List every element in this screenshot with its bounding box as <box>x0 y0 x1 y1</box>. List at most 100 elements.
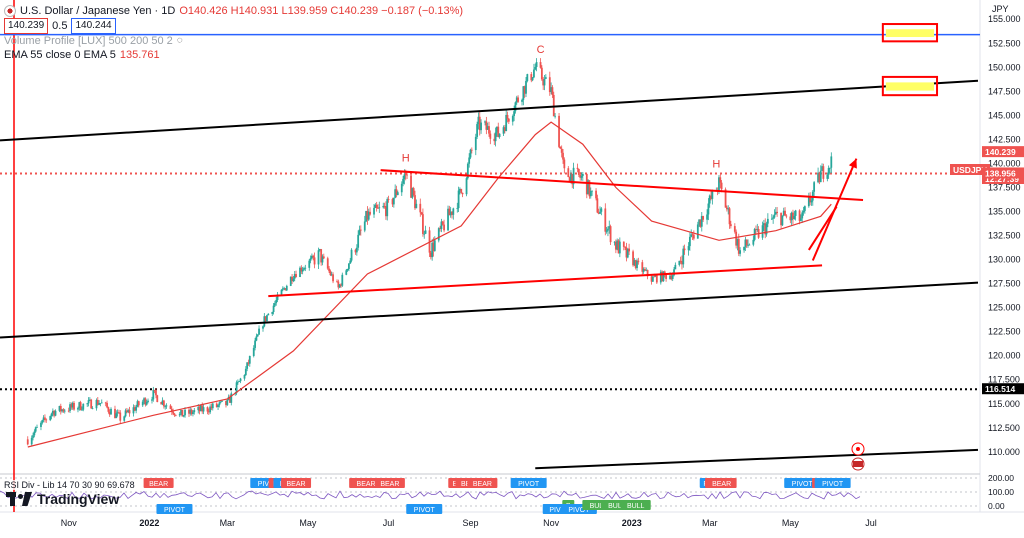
volume-profile-row[interactable]: Volume Profile [LUX] 500 200 50 2 ◌ <box>4 34 463 48</box>
candle-body <box>470 149 473 151</box>
sell-price-button[interactable]: 140.239 <box>4 18 49 34</box>
rsi-signal-label: PIVOT <box>414 507 436 514</box>
candle-body <box>785 215 788 217</box>
bid-ask-row: 140.239 0.5 140.244 <box>4 18 463 34</box>
candle-body <box>477 116 480 125</box>
candle-body <box>143 398 145 402</box>
candle-body <box>78 402 81 408</box>
candle-body <box>77 407 79 410</box>
candle-body <box>452 208 455 215</box>
ema-label: EMA 55 close 0 EMA 5 <box>4 49 116 61</box>
candle-body <box>607 228 609 231</box>
candle-body <box>348 263 350 269</box>
candle-body <box>61 409 64 412</box>
candle-body <box>441 221 444 225</box>
candle-body <box>813 182 816 192</box>
rsi-legend[interactable]: RSI Div - Lib 14 70 30 90 69.678 <box>4 480 135 490</box>
candle-body <box>73 402 75 410</box>
candle-body <box>410 175 412 198</box>
candle-body <box>238 381 241 382</box>
rsi-tick-label: 200.00 <box>988 473 1014 483</box>
candle-body <box>41 420 44 423</box>
candle-body <box>511 116 514 122</box>
candle-body <box>474 136 477 151</box>
candle-body <box>320 249 323 263</box>
candle-body <box>254 340 256 348</box>
candle-body <box>355 247 358 253</box>
candle-body <box>729 224 732 227</box>
candle-body <box>332 274 334 282</box>
candle-body <box>752 239 755 245</box>
ema-row[interactable]: EMA 55 close 0 EMA 5 135.761 <box>4 48 463 62</box>
candle-body <box>207 411 210 413</box>
eye-icon[interactable]: ◌ <box>176 35 183 46</box>
candle-body <box>727 208 730 210</box>
candle-body <box>539 62 542 68</box>
candle-body <box>457 190 460 209</box>
candle-body <box>363 221 366 231</box>
rsi-signal-badge <box>467 478 498 488</box>
candle-body <box>193 410 196 413</box>
candle-body <box>174 414 177 416</box>
candle-body <box>618 241 621 254</box>
candle-body <box>776 211 779 214</box>
x-tick-label: May <box>782 518 800 528</box>
candle-body <box>210 406 213 409</box>
candle-body <box>394 189 397 198</box>
symbol-title[interactable]: U.S. Dollar / Japanese Yen · 1D <box>20 5 176 17</box>
candle-body <box>346 268 349 271</box>
candle-body <box>706 214 708 220</box>
candle-body <box>493 138 496 142</box>
candle-body <box>690 234 693 237</box>
candle-body <box>766 218 769 224</box>
y-tick-label: 142.500 <box>988 134 1021 144</box>
candle-body <box>503 127 506 132</box>
us-flag-icon <box>4 5 16 17</box>
candle-body <box>780 213 782 226</box>
candle-body <box>670 275 673 279</box>
candle-body <box>551 87 554 95</box>
candle-body <box>246 362 249 369</box>
rsi-signal-label: PIVOT <box>568 507 590 514</box>
candle-body <box>373 207 375 215</box>
candle-body <box>79 402 82 410</box>
candle-body <box>498 133 501 137</box>
candle-body <box>440 221 443 229</box>
candle-body <box>367 211 370 220</box>
candle-body <box>700 216 703 227</box>
y-tick-label: 132.500 <box>988 231 1021 241</box>
candle-body <box>782 210 785 216</box>
candle-body <box>91 408 94 410</box>
y-tick-label: 140.000 <box>988 158 1021 168</box>
channel-trendline <box>0 79 979 142</box>
candle-body <box>155 390 157 396</box>
candle-body <box>794 210 797 216</box>
candle-body <box>392 197 395 205</box>
candle-body <box>133 407 136 411</box>
candle-body <box>728 208 731 225</box>
candle-body <box>90 399 93 409</box>
candle-body <box>789 216 792 221</box>
target-zone-highlight <box>885 29 935 38</box>
candle-body <box>790 212 793 221</box>
candle-body <box>104 402 107 404</box>
candle-body <box>358 229 361 235</box>
candle-body <box>431 242 434 258</box>
candle-body <box>145 401 148 405</box>
candle-body <box>626 248 629 258</box>
candle-body <box>44 417 46 420</box>
candle-body <box>650 276 653 282</box>
candle-body <box>289 276 292 286</box>
candle-body <box>169 405 172 409</box>
projection-arrow-line <box>811 158 858 261</box>
tradingview-logo[interactable]: TradingView <box>6 491 119 507</box>
buy-price-button[interactable]: 140.244 <box>71 18 116 34</box>
candle-body <box>71 402 74 408</box>
price-tag-label: 138.956 <box>985 168 1016 178</box>
candle-body <box>745 239 748 246</box>
y-tick-label: 150.000 <box>988 62 1021 72</box>
candle-body <box>439 228 441 229</box>
candle-body <box>230 393 233 403</box>
